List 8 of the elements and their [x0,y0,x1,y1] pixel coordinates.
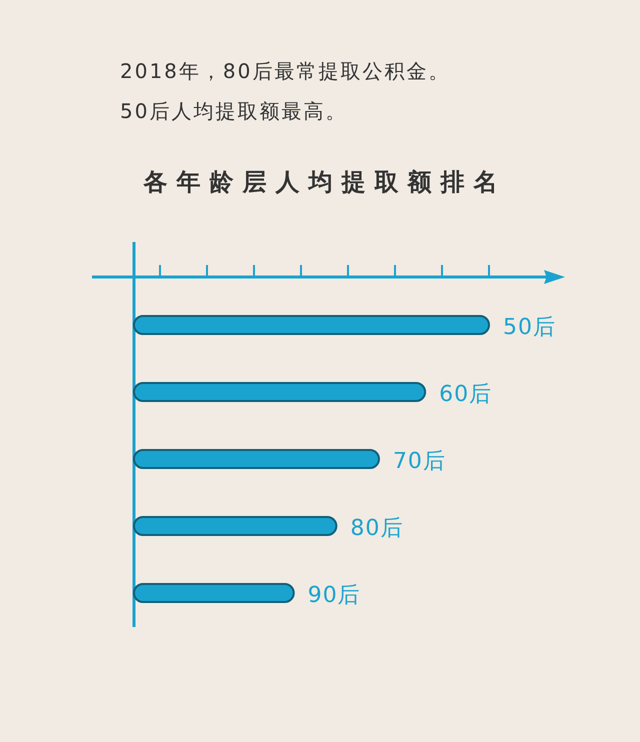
y-tick-label: 90后 [308,583,361,608]
text: 2018年，80后最常提取公积金。 [120,59,450,83]
text: 50后人均提取额最高。 [120,99,348,123]
y-tick-label: 60后 [439,382,492,407]
y-tick-label: 50后 [503,315,556,340]
chart-title: 各年龄层人均提取额排名 [142,168,506,196]
y-tick-label: 80后 [350,516,404,541]
y-tick-label: 70后 [392,449,446,474]
